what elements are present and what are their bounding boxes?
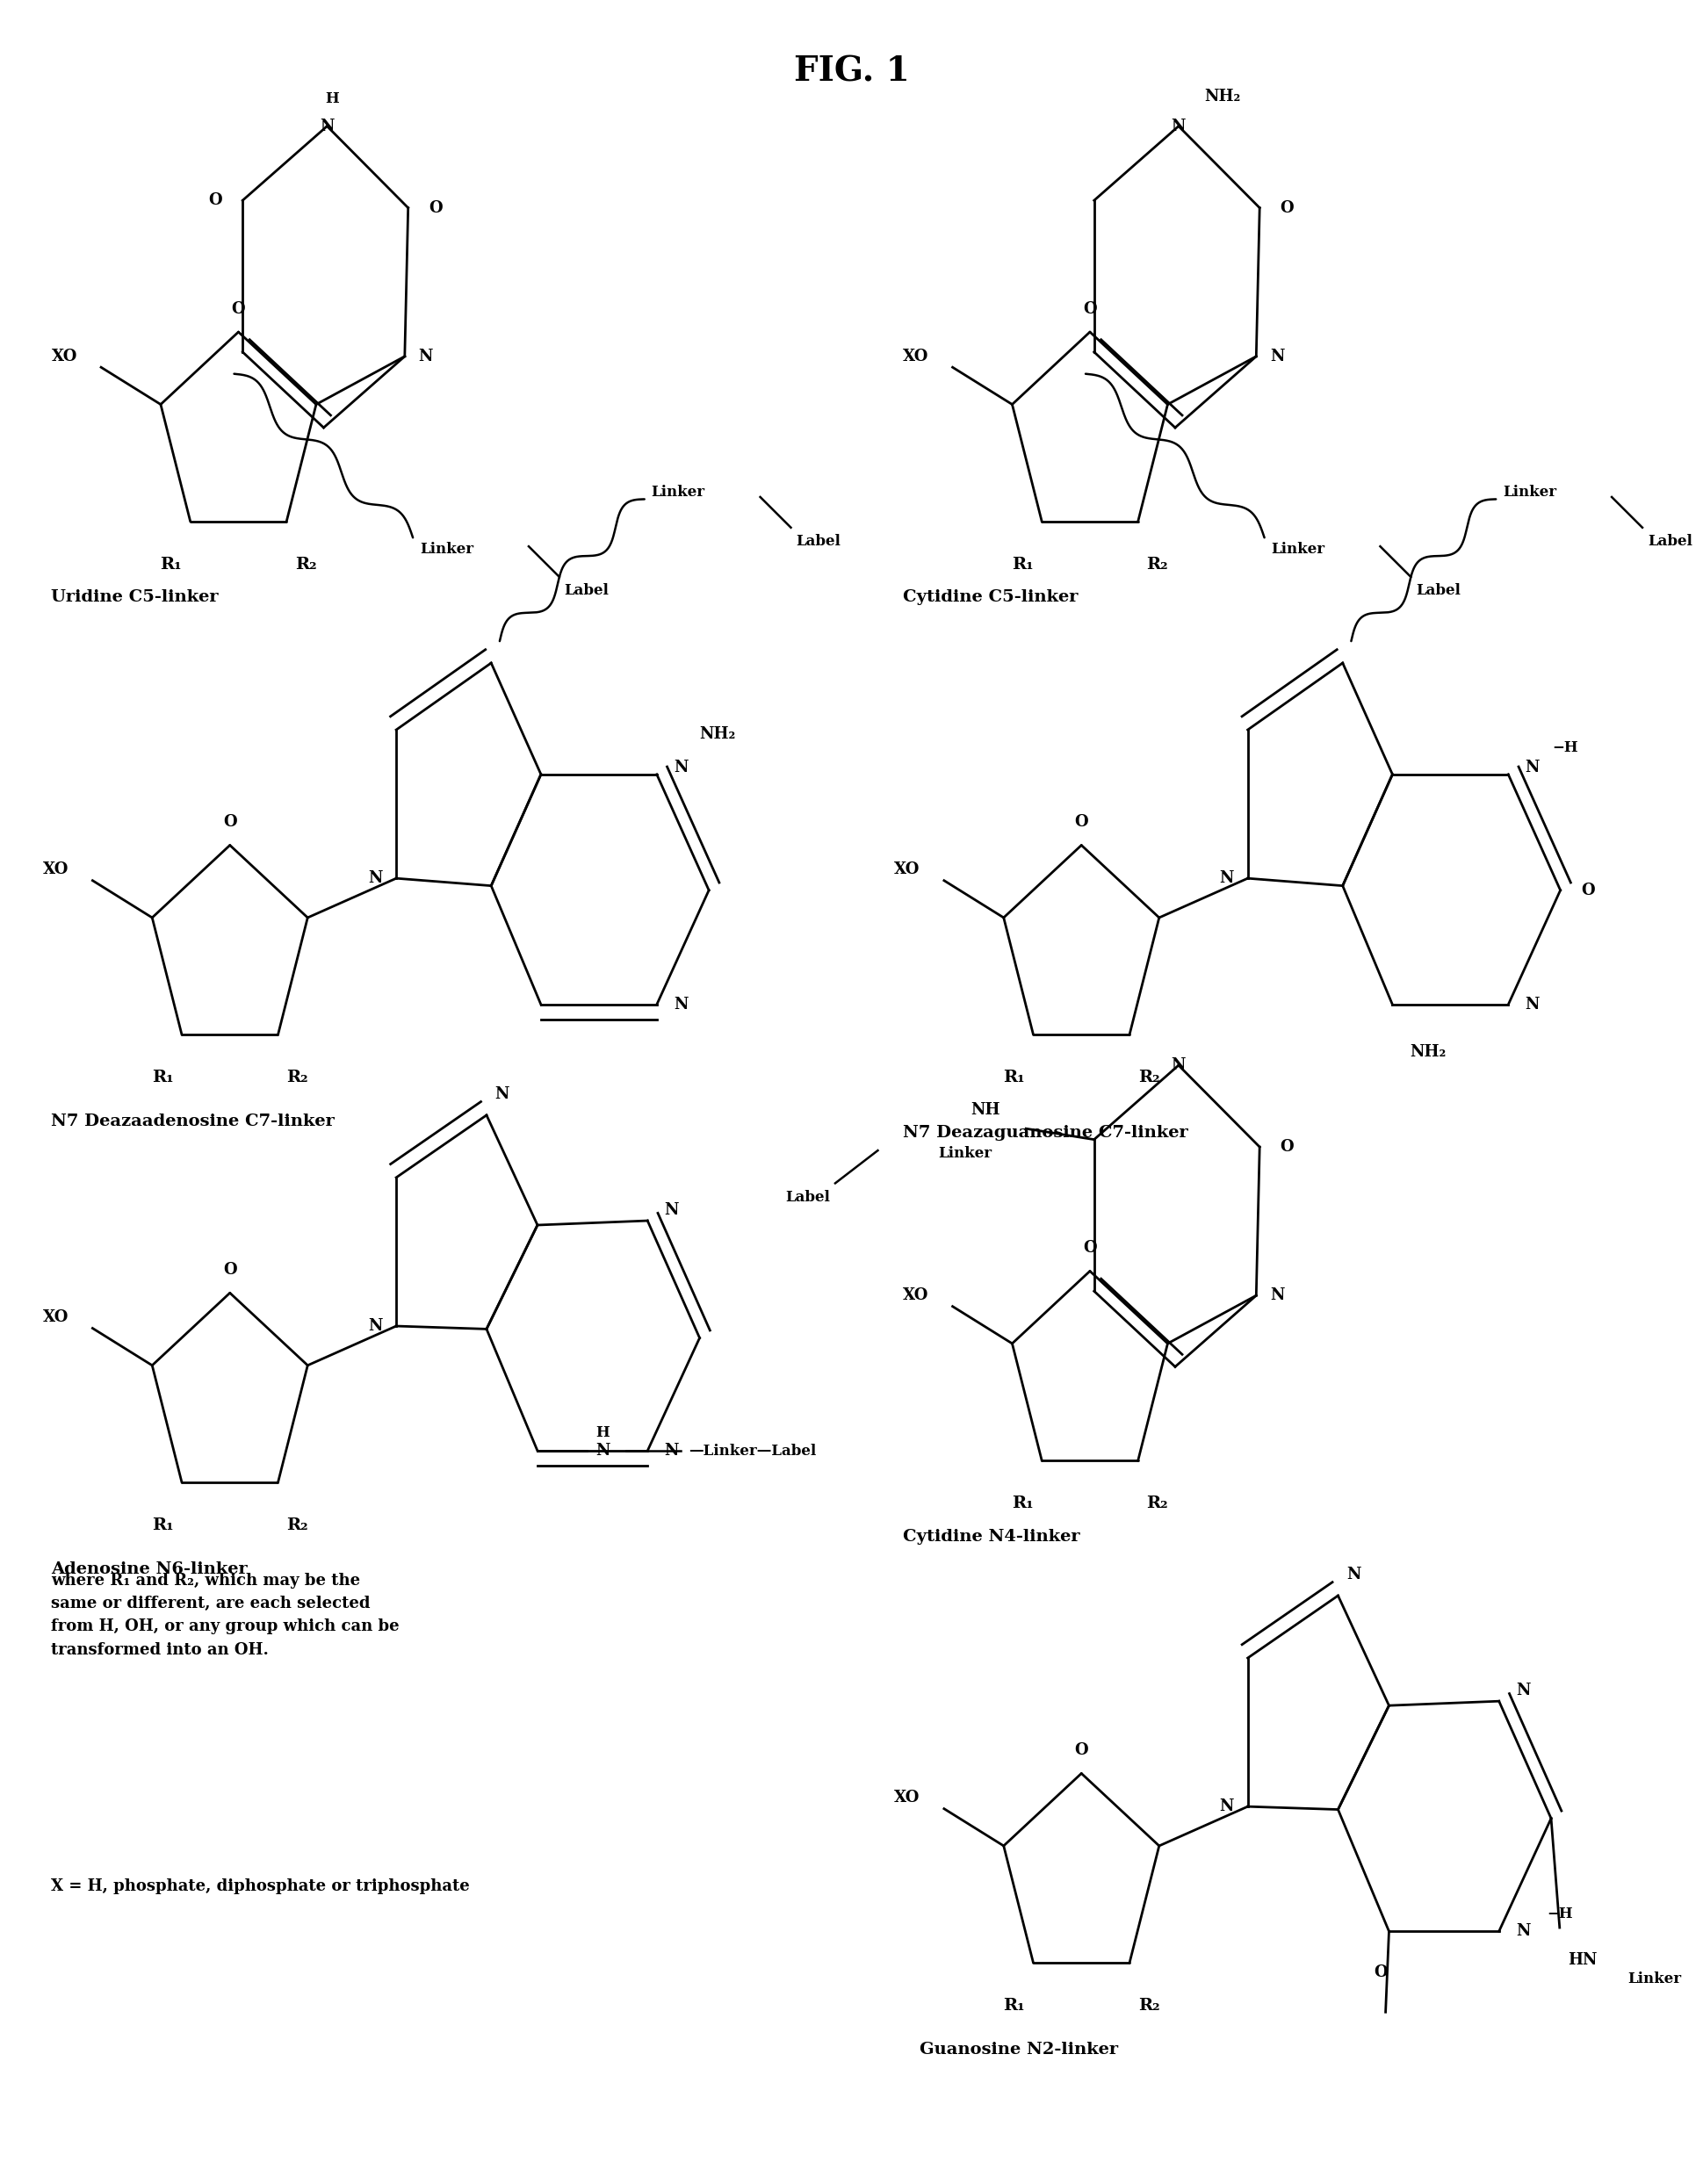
Text: Linker: Linker	[1628, 1972, 1681, 1985]
Text: O: O	[1580, 882, 1594, 898]
Text: Cytidine N4-linker: Cytidine N4-linker	[903, 1529, 1080, 1544]
Text: N: N	[674, 760, 688, 775]
Text: R₁: R₁	[1003, 1070, 1025, 1085]
Text: N: N	[1516, 1682, 1531, 1699]
Text: N: N	[1516, 1924, 1531, 1939]
Text: Uridine C5-linker: Uridine C5-linker	[51, 590, 218, 605]
Text: N: N	[1172, 1057, 1185, 1072]
Text: R₁: R₁	[1012, 1496, 1034, 1511]
Text: Linker: Linker	[419, 542, 473, 557]
Text: O: O	[1281, 201, 1294, 216]
Text: Label: Label	[795, 535, 841, 548]
Text: O: O	[1374, 1963, 1388, 1981]
Text: XO: XO	[894, 863, 920, 878]
Text: N: N	[664, 1444, 679, 1459]
Text: −H: −H	[1546, 1907, 1572, 1922]
Text: O: O	[1083, 1241, 1097, 1256]
Text: O: O	[223, 1262, 237, 1278]
Text: N: N	[1526, 760, 1540, 775]
Text: Adenosine N6-linker: Adenosine N6-linker	[51, 1562, 247, 1577]
Text: R₂: R₂	[1146, 1496, 1168, 1511]
Text: XO: XO	[51, 349, 77, 365]
Text: N: N	[596, 1444, 610, 1459]
Text: Label: Label	[1647, 535, 1693, 548]
Text: H: H	[325, 92, 339, 107]
Text: O: O	[1083, 301, 1097, 317]
Text: R₁: R₁	[160, 557, 182, 572]
Text: R₁: R₁	[1012, 557, 1034, 572]
Text: O: O	[429, 201, 443, 216]
Text: N7 Deazaguanosine C7-linker: N7 Deazaguanosine C7-linker	[903, 1125, 1187, 1140]
Text: R₂: R₂	[286, 1518, 308, 1533]
Text: −H: −H	[1553, 740, 1579, 756]
Text: Linker: Linker	[651, 485, 705, 500]
Text: N: N	[1526, 996, 1540, 1013]
Text: N: N	[496, 1085, 509, 1103]
Text: R₂: R₂	[1146, 557, 1168, 572]
Text: N: N	[1347, 1566, 1361, 1583]
Text: N7 Deazaadenosine C7-linker: N7 Deazaadenosine C7-linker	[51, 1114, 335, 1129]
Text: Linker: Linker	[1502, 485, 1557, 500]
Text: FIG. 1: FIG. 1	[794, 55, 909, 87]
Text: N: N	[1219, 871, 1235, 887]
Text: R₂: R₂	[286, 1070, 308, 1085]
Text: —Linker—Label: —Linker—Label	[690, 1444, 817, 1459]
Text: X = H, phosphate, diphosphate or triphosphate: X = H, phosphate, diphosphate or triphos…	[51, 1878, 470, 1894]
Text: H: H	[596, 1424, 610, 1439]
Text: Label: Label	[1415, 583, 1461, 598]
Text: R₂: R₂	[295, 557, 317, 572]
Text: R₁: R₁	[152, 1070, 174, 1085]
Text: N: N	[664, 1201, 679, 1219]
Text: NH: NH	[971, 1103, 1000, 1118]
Text: HN: HN	[1568, 1952, 1597, 1968]
Text: NH₂: NH₂	[1204, 90, 1240, 105]
Text: Cytidine C5-linker: Cytidine C5-linker	[903, 590, 1078, 605]
Text: Linker: Linker	[938, 1147, 991, 1162]
Text: N: N	[1219, 1800, 1235, 1815]
Text: XO: XO	[43, 863, 68, 878]
Text: Linker: Linker	[1270, 542, 1325, 557]
Text: O: O	[1075, 1743, 1088, 1758]
Text: O: O	[232, 301, 245, 317]
Text: N: N	[1172, 118, 1185, 133]
Text: Label: Label	[785, 1190, 829, 1206]
Text: XO: XO	[894, 1791, 920, 1806]
Text: R₂: R₂	[1138, 1998, 1160, 2014]
Text: NH₂: NH₂	[700, 725, 736, 743]
Text: N: N	[320, 118, 334, 133]
Text: N: N	[1270, 1289, 1284, 1304]
Text: O: O	[208, 192, 221, 207]
Text: where R₁ and R₂, which may be the
same or different, are each selected
from H, O: where R₁ and R₂, which may be the same o…	[51, 1572, 400, 1658]
Text: NH₂: NH₂	[1410, 1044, 1446, 1059]
Text: Guanosine N2-linker: Guanosine N2-linker	[920, 2042, 1119, 2057]
Text: XO: XO	[43, 1310, 68, 1326]
Text: N: N	[419, 349, 433, 365]
Text: R₁: R₁	[152, 1518, 174, 1533]
Text: O: O	[1075, 815, 1088, 830]
Text: R₂: R₂	[1138, 1070, 1160, 1085]
Text: XO: XO	[903, 349, 928, 365]
Text: R₁: R₁	[1003, 1998, 1025, 2014]
Text: N: N	[674, 996, 688, 1013]
Text: O: O	[1281, 1140, 1294, 1155]
Text: N: N	[368, 1319, 383, 1334]
Text: Label: Label	[564, 583, 610, 598]
Text: N: N	[1270, 349, 1284, 365]
Text: XO: XO	[903, 1289, 928, 1304]
Text: N: N	[368, 871, 383, 887]
Text: O: O	[223, 815, 237, 830]
